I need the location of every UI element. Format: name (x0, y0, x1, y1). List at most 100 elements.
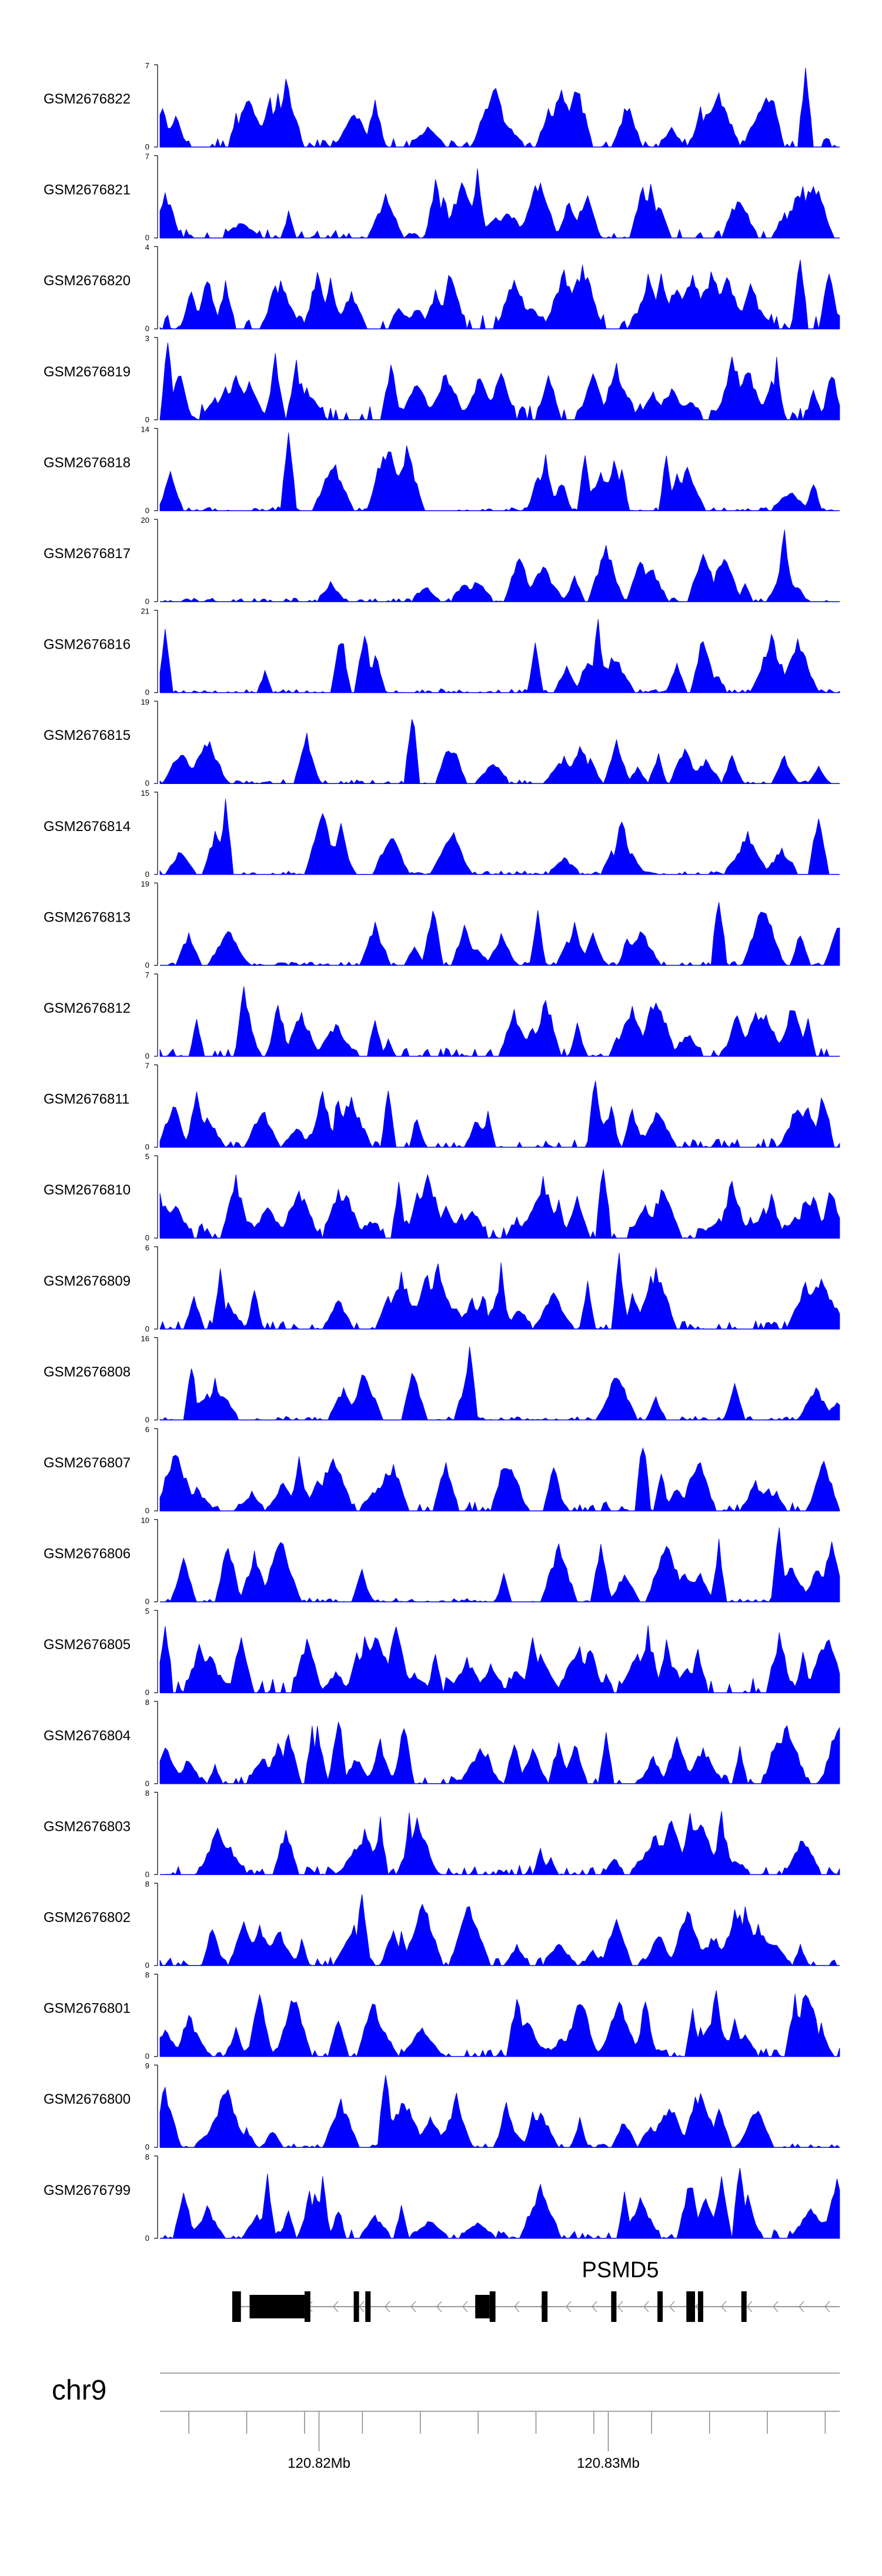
exon (657, 2291, 663, 2322)
track-label: GSM2676808 (44, 1364, 131, 1380)
exon (741, 2291, 747, 2322)
y-min-label: 0 (145, 1688, 149, 1697)
y-min-label: 0 (145, 1415, 149, 1424)
y-max-label: 8 (145, 1788, 149, 1797)
y-max-label: 21 (141, 607, 149, 616)
y-max-label: 19 (141, 698, 149, 706)
coverage-area (159, 1169, 840, 1239)
track-GSM2676803: GSM2676803 8 0 (44, 1788, 840, 1878)
coverage-area (159, 68, 840, 148)
coverage-area (159, 342, 840, 421)
track-label: GSM2676812 (44, 1000, 131, 1016)
coverage-area (159, 1894, 840, 1967)
strand-arrow (617, 2301, 623, 2313)
exon (353, 2291, 359, 2322)
coverage-area (160, 1811, 840, 1876)
track-GSM2676807: GSM2676807 6 0 (44, 1425, 840, 1515)
y-min-label: 0 (145, 870, 149, 879)
track-GSM2676817: GSM2676817 20 0 (44, 516, 840, 606)
track-label: GSM2676813 (44, 909, 131, 925)
y-max-label: 19 (141, 879, 149, 888)
axis-tick-label: 120.83Mb (577, 2455, 640, 2471)
y-max-label: 4 (145, 243, 149, 252)
gene-name: PSMD5 (582, 2258, 659, 2283)
strand-arrow (513, 2301, 520, 2313)
track-GSM2676814: GSM2676814 15 0 (44, 789, 840, 879)
track-label: GSM2676805 (44, 1637, 131, 1653)
y-max-label: 20 (141, 516, 149, 525)
coverage-area (160, 2167, 840, 2239)
track-GSM2676806: GSM2676806 10 0 (44, 1516, 840, 1606)
y-min-label: 0 (145, 1597, 149, 1606)
strand-arrow (669, 2301, 675, 2313)
track-GSM2676804: GSM2676804 8 0 (44, 1698, 840, 1788)
track-GSM2676813: GSM2676813 19 0 (44, 879, 840, 969)
y-max-label: 5 (145, 1607, 149, 1616)
track-label: GSM2676807 (44, 1455, 131, 1471)
track-GSM2676818: GSM2676818 14 0 (44, 425, 840, 515)
track-GSM2676801: GSM2676801 8 0 (44, 1971, 840, 2061)
strand-arrow (565, 2301, 572, 2313)
track-GSM2676805: GSM2676805 5 0 (44, 1607, 840, 1697)
exon (475, 2295, 490, 2318)
y-max-label: 5 (145, 1152, 149, 1161)
coverage-area (159, 1346, 840, 1421)
y-min-label: 0 (145, 1233, 149, 1242)
y-min-label: 0 (145, 1324, 149, 1333)
exon (489, 2291, 496, 2322)
y-min-label: 0 (145, 506, 149, 515)
track-GSM2676799: GSM2676799 8 0 (44, 2153, 840, 2243)
track-GSM2676822: GSM2676822 7 0 (44, 61, 840, 151)
strand-arrow (772, 2301, 779, 2313)
track-label: GSM2676810 (44, 1182, 131, 1198)
coverage-area (159, 2075, 841, 2148)
track-label: GSM2676806 (44, 1546, 131, 1562)
axis-tick-label: 120.82Mb (288, 2455, 350, 2471)
coverage-tracks: GSM267682270GSM267682170GSM267682040GSM2… (44, 61, 841, 2243)
y-max-label: 15 (141, 789, 149, 798)
y-max-label: 8 (145, 2153, 149, 2161)
track-label: GSM2676803 (44, 1818, 131, 1834)
y-min-label: 0 (145, 960, 149, 969)
track-label: GSM2676822 (44, 91, 131, 107)
y-min-label: 0 (145, 597, 149, 606)
coverage-area (159, 432, 840, 512)
strand-arrow (720, 2301, 727, 2313)
track-GSM2676816: GSM2676816 21 0 (44, 607, 840, 697)
y-max-label: 14 (141, 425, 149, 433)
track-label: GSM2676800 (44, 2091, 131, 2107)
y-max-label: 3 (145, 334, 149, 343)
y-max-label: 6 (145, 1243, 149, 1252)
gene-track: PSMD5 (232, 2258, 840, 2322)
y-min-label: 0 (145, 1052, 149, 1060)
y-min-label: 0 (145, 324, 149, 333)
track-GSM2676802: GSM2676802 8 0 (44, 1880, 840, 1970)
track-label: GSM2676814 (44, 819, 131, 835)
track-label: GSM2676804 (44, 1728, 131, 1744)
coverage-area (159, 1721, 840, 1785)
coverage-area (159, 719, 840, 785)
y-max-label: 7 (145, 152, 149, 161)
strand-arrow (824, 2301, 830, 2313)
track-label: GSM2676811 (44, 1092, 129, 1107)
track-GSM2676811: GSM2676811 7 0 (44, 1062, 840, 1152)
y-min-label: 0 (145, 415, 149, 424)
strand-arrow (591, 2301, 597, 2313)
y-min-label: 0 (145, 233, 149, 242)
track-GSM2676810: GSM2676810 5 0 (44, 1152, 840, 1242)
y-max-label: 8 (145, 1971, 149, 1980)
track-label: GSM2676820 (44, 273, 131, 289)
strand-arrow (436, 2301, 442, 2313)
track-GSM2676809: GSM2676809 6 0 (44, 1243, 840, 1333)
track-label: GSM2676802 (44, 1910, 131, 1926)
track-label: GSM2676817 (44, 546, 131, 562)
y-max-label: 8 (145, 1698, 149, 1707)
strand-arrow (358, 2301, 365, 2313)
exon (686, 2291, 696, 2322)
y-max-label: 7 (145, 970, 149, 979)
exon (697, 2291, 703, 2322)
track-GSM2676812: GSM2676812 7 0 (44, 970, 840, 1060)
y-max-label: 7 (145, 1062, 149, 1070)
coverage-area (159, 1252, 840, 1330)
track-label: GSM2676819 (44, 364, 131, 380)
